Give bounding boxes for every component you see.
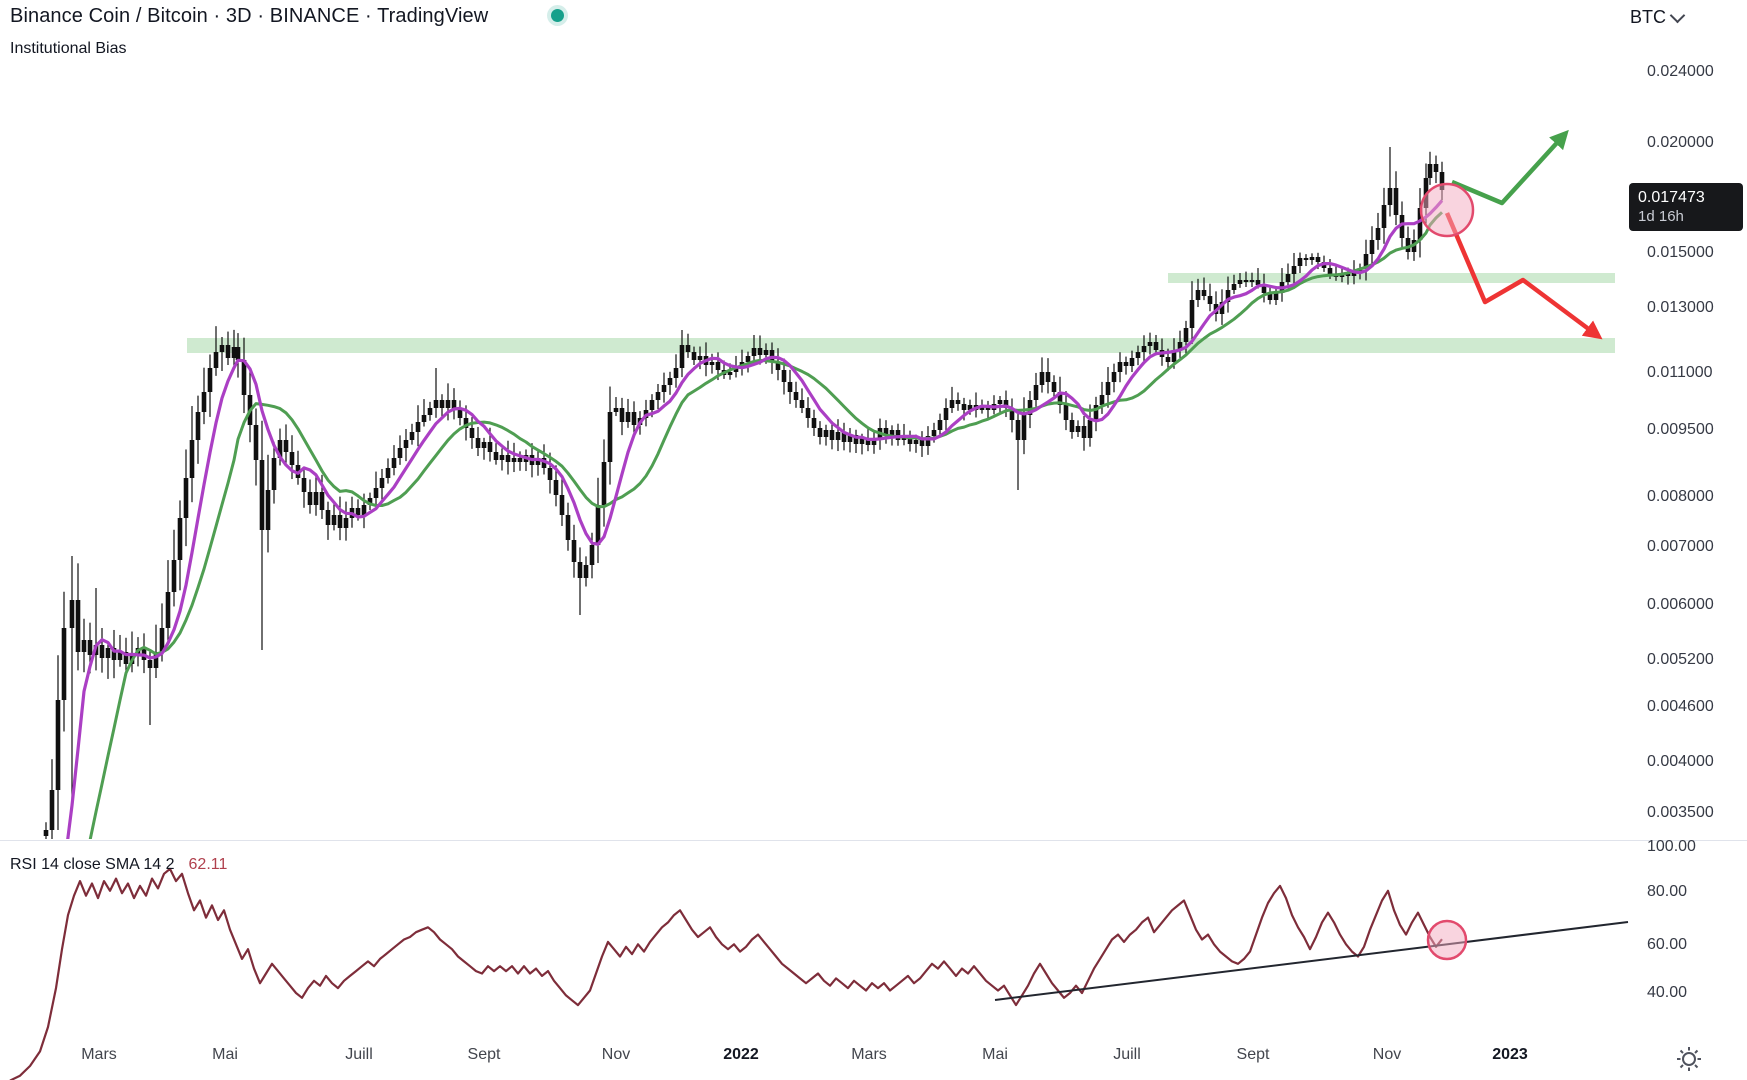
time-tick-label: Juill <box>345 1046 373 1063</box>
chart-subtitle: Institutional Bias <box>10 40 127 57</box>
time-tick-label: Mai <box>212 1046 238 1063</box>
time-tick-label: Mars <box>851 1046 887 1063</box>
drawing-annotations <box>994 129 1629 1001</box>
price-tick-label: 0.011000 <box>1647 364 1713 381</box>
rsi-series <box>9 867 1443 1080</box>
rsi-break-circle <box>1426 919 1468 961</box>
price-unit-dropdown[interactable]: BTC <box>1630 7 1686 28</box>
market-status-dot[interactable] <box>551 9 564 22</box>
indicator-legend[interactable]: RSI 14 close SMA 14 2 62.11 <box>10 856 227 874</box>
last-price-value: 0.017473 <box>1638 189 1705 206</box>
price-tick-label: 0.004600 <box>1647 698 1714 715</box>
rsi-trendline <box>994 921 1629 1001</box>
price-tick-label: 0.007000 <box>1647 538 1714 555</box>
bar-countdown: 1d 16h <box>1638 208 1684 225</box>
time-tick-label: Sept <box>1236 1046 1270 1063</box>
time-tick-label: 2022 <box>723 1046 759 1063</box>
gear-icon[interactable] <box>1672 1042 1706 1076</box>
rsi-line <box>9 867 1443 1080</box>
chart-title: Binance Coin / Bitcoin · 3D · BINANCE · … <box>10 5 489 27</box>
time-tick-label: Nov <box>601 1046 631 1063</box>
price-tick-label: 0.008000 <box>1647 488 1714 505</box>
price-tick-label: 0.005200 <box>1647 651 1714 668</box>
time-tick-label: Nov <box>1372 1046 1402 1063</box>
pane-separator[interactable] <box>0 840 1747 841</box>
indicator-value: 62.11 <box>188 856 228 873</box>
moving-averages <box>66 199 1444 839</box>
time-tick-label: 2023 <box>1492 1046 1528 1063</box>
bullish-arrow <box>1451 129 1569 206</box>
price-tick-label: 0.024000 <box>1647 63 1714 80</box>
price-tick-label: 0.004000 <box>1647 753 1714 770</box>
last-price-badge: 0.017473 1d 16h <box>1629 183 1743 231</box>
support-zone <box>187 338 1615 353</box>
rsi-tick-label: 80.00 <box>1647 883 1688 900</box>
price-tick-label: 0.006000 <box>1647 596 1714 613</box>
time-tick-label: Mai <box>982 1046 1008 1063</box>
bearish-arrow <box>1444 212 1603 340</box>
price-tick-label: 0.020000 <box>1647 134 1714 151</box>
ma-fast-line <box>66 199 1444 839</box>
price-tick-label: 0.013000 <box>1647 299 1714 316</box>
price-tick-label: 0.003500 <box>1647 804 1714 821</box>
supply-demand-zones <box>187 273 1615 353</box>
rsi-tick-label: 100.00 <box>1647 838 1696 855</box>
time-tick-label: Mars <box>81 1046 117 1063</box>
time-tick-label: Juill <box>1113 1046 1141 1063</box>
ma-slow-line <box>88 211 1444 839</box>
price-unit-label: BTC <box>1630 7 1666 27</box>
rsi-tick-label: 60.00 <box>1647 936 1688 953</box>
price-decision-circle <box>1419 182 1475 238</box>
price-tick-label: 0.009500 <box>1647 421 1714 438</box>
resistance-zone <box>1168 273 1615 283</box>
rsi-tick-label: 40.00 <box>1647 984 1688 1001</box>
candlestick-series <box>43 147 1445 839</box>
indicator-name: RSI 14 close SMA 14 2 <box>10 856 175 873</box>
price-tick-label: 0.015000 <box>1647 244 1714 261</box>
time-tick-label: Sept <box>467 1046 501 1063</box>
chevron-down-icon <box>1669 7 1686 24</box>
